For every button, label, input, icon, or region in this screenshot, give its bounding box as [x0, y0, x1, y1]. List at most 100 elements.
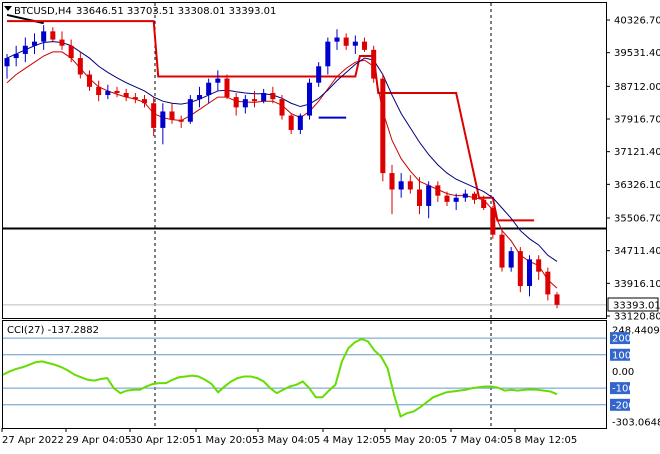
- candle: [508, 247, 514, 272]
- candle: [462, 189, 468, 202]
- price-tick-label: 34711.40: [614, 246, 660, 257]
- candle-body: [13, 53, 19, 59]
- candle: [123, 88, 129, 102]
- price-panel-frame: [2, 2, 607, 319]
- price-tick-label: 40326.70: [614, 16, 660, 27]
- time-tick-label: 27 Apr 2022: [2, 435, 64, 446]
- candle-body: [187, 99, 193, 122]
- candle: [325, 37, 331, 75]
- candle-body: [297, 115, 303, 130]
- candle-body: [407, 181, 413, 190]
- candle: [371, 45, 377, 83]
- candle-body: [59, 39, 65, 46]
- symbol-label: BTCUSD,H4: [14, 6, 72, 17]
- candle: [196, 86, 203, 108]
- candle-body: [361, 41, 368, 50]
- candle-body: [132, 97, 138, 100]
- candle-body: [224, 78, 230, 98]
- candle: [361, 37, 368, 52]
- candle-body: [41, 31, 47, 42]
- candle-body: [389, 173, 395, 190]
- candle: [215, 70, 221, 91]
- candle: [169, 103, 175, 124]
- candle-body: [334, 37, 340, 42]
- price-tick-label: 39531.40: [614, 48, 660, 59]
- cci-tick-label: -200: [612, 400, 635, 411]
- current-price-badge: [607, 297, 659, 312]
- candle: [545, 267, 551, 301]
- candle-body: [554, 294, 560, 305]
- candle-body: [499, 234, 505, 268]
- candle-body: [426, 185, 432, 206]
- candle-body: [151, 103, 157, 128]
- candle-body: [371, 49, 377, 79]
- candle: [453, 193, 459, 211]
- candle: [343, 33, 349, 50]
- cci-tick-label: 248.4409: [612, 326, 660, 337]
- candle: [233, 92, 239, 116]
- candles-layer: [4, 25, 560, 309]
- candle: [334, 29, 340, 50]
- candle-body: [279, 99, 285, 116]
- candle: [261, 88, 267, 104]
- candle: [224, 74, 230, 100]
- price-tick-label: 35506.70: [614, 213, 660, 224]
- candle-body: [352, 41, 358, 46]
- candle: [59, 31, 65, 50]
- candle: [444, 191, 450, 206]
- candle: [4, 53, 10, 79]
- candle: [132, 92, 138, 104]
- candle: [389, 164, 395, 215]
- candle: [435, 181, 441, 202]
- candle: [50, 27, 56, 42]
- candle-body: [86, 74, 93, 87]
- candle: [554, 292, 560, 309]
- candle-body: [160, 111, 166, 128]
- candle: [380, 74, 386, 182]
- candle-body: [517, 251, 523, 287]
- candle: [297, 113, 303, 135]
- candle-body: [141, 99, 148, 104]
- time-tick-label: 5 May 20:05: [385, 435, 447, 446]
- candle-body: [453, 197, 459, 202]
- candle: [517, 247, 523, 293]
- current-price-label: 33393.01: [613, 301, 660, 312]
- time-tick-label: 7 May 04:05: [451, 435, 513, 446]
- grid-layer: [154, 3, 492, 428]
- symbol-arrow-icon: [4, 6, 12, 11]
- cci-tick-label: 100: [612, 350, 631, 361]
- candle-body: [536, 259, 542, 272]
- candle: [471, 191, 478, 204]
- candle-body: [196, 95, 203, 100]
- candle-body: [251, 99, 258, 102]
- cci-line: [2, 337, 558, 418]
- candle: [352, 35, 358, 54]
- candle: [22, 37, 28, 63]
- cci-tick-label: -100: [612, 384, 635, 395]
- candle-body: [215, 78, 221, 83]
- candle-body: [169, 111, 175, 120]
- candle: [279, 95, 285, 120]
- candle-body: [68, 45, 74, 59]
- candle: [160, 103, 166, 145]
- candle-body: [471, 193, 478, 200]
- candle: [481, 195, 487, 211]
- time-tick-label: 29 Apr 04:05: [66, 435, 131, 446]
- time-tick-label: 8 May 12:05: [515, 435, 577, 446]
- time-tick-label: 1 May 20:05: [196, 435, 258, 446]
- candle: [86, 70, 93, 91]
- candle: [490, 205, 496, 239]
- candle-body: [343, 37, 349, 46]
- candle-body: [398, 181, 404, 190]
- candle-body: [270, 92, 276, 100]
- cci-tick-label: 0.00: [612, 367, 634, 378]
- candle: [407, 175, 413, 194]
- candle-body: [233, 97, 239, 108]
- candle-body: [462, 193, 468, 198]
- cci-layer: [2, 337, 606, 418]
- candle: [13, 45, 19, 67]
- candle: [288, 113, 294, 135]
